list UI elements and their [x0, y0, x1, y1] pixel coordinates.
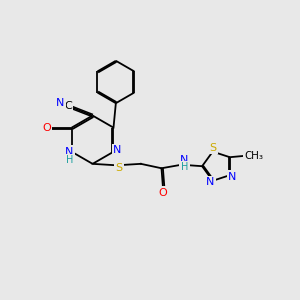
Text: N: N — [180, 155, 189, 165]
Text: N: N — [56, 98, 64, 109]
Text: C: C — [64, 101, 72, 111]
Text: H: H — [66, 155, 73, 165]
Text: H: H — [181, 162, 188, 172]
Text: N: N — [65, 147, 74, 157]
Text: N: N — [228, 172, 236, 182]
Text: CH₃: CH₃ — [245, 151, 264, 161]
Text: N: N — [206, 177, 214, 187]
Text: S: S — [210, 143, 217, 153]
Text: N: N — [113, 145, 121, 155]
Text: S: S — [116, 163, 123, 173]
Text: O: O — [42, 123, 51, 133]
Text: O: O — [159, 188, 167, 198]
